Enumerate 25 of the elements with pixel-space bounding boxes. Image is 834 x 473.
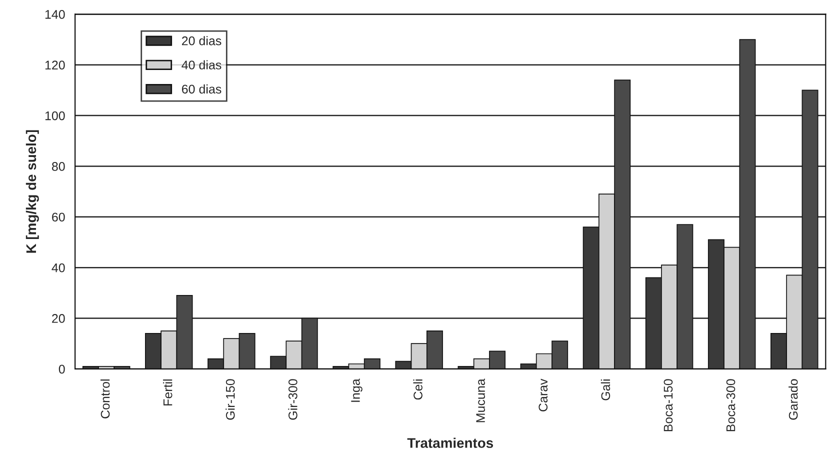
y-tick-label: 120 [45, 60, 65, 70]
y-tick-label: 100 [45, 111, 65, 120]
x-tick-label: Mucuna [476, 378, 485, 422]
y-tick-label: 60 [52, 212, 65, 222]
y-tick-label: 0 [58, 364, 65, 374]
x-tick-label: Gali [600, 380, 610, 400]
x-tick-label: Celi [413, 380, 422, 400]
y-axis-title: K [mg/kg de suelo] [26, 130, 39, 253]
x-tick-label: Fertil [163, 379, 172, 406]
x-tick-label: Control [100, 379, 110, 418]
x-tick-label: Boca-150 [664, 379, 673, 432]
legend-label: 20 dias [182, 36, 222, 46]
legend-label: 40 dias [182, 60, 222, 70]
x-tick-label: Inga [351, 378, 362, 402]
x-tick-label: Carav [538, 378, 548, 412]
y-tick-label: 20 [52, 314, 65, 323]
x-tick-label: Gir-150 [226, 379, 235, 420]
y-tick-label: 140 [45, 10, 65, 19]
legend-label: 60 dias [182, 84, 222, 94]
y-tick-label: 80 [52, 162, 65, 171]
y-tick-label: 40 [52, 263, 65, 272]
x-tick-label: Boca-300 [726, 379, 736, 432]
x-tick-label: Gir-300 [288, 379, 298, 420]
x-tick-label: Garado [788, 379, 798, 420]
x-axis-title: Tratamientos [407, 438, 494, 448]
